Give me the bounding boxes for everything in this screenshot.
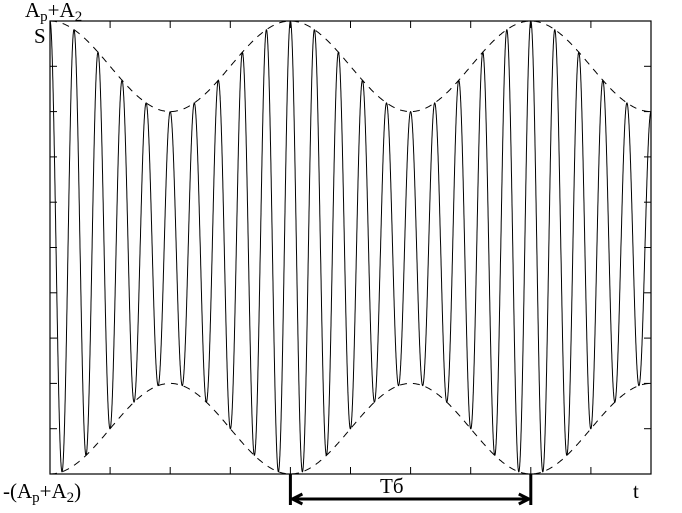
max-label-plus-a: +A xyxy=(47,0,75,22)
min-label-plus-a: +A xyxy=(39,479,67,503)
upper-envelope xyxy=(50,20,651,113)
y-axis-label: S xyxy=(34,24,46,48)
beat-signal xyxy=(49,20,652,473)
max-label-sub-p: p xyxy=(40,9,48,25)
min-label-sub-2: 2 xyxy=(66,490,75,506)
max-label-sub-2: 2 xyxy=(74,9,83,25)
min-label-close: ) xyxy=(74,479,82,503)
min-label-open: -(A xyxy=(3,479,33,503)
arrowhead-left-icon xyxy=(289,492,304,506)
x-axis-label: t xyxy=(633,479,639,503)
min-label-sub-p: p xyxy=(32,490,40,506)
arrowhead-right-icon xyxy=(518,492,533,506)
beat-period-marker xyxy=(288,474,533,506)
lower-envelope xyxy=(50,382,651,475)
min-amplitude-label: -(Ap+A2) xyxy=(3,479,82,506)
max-amplitude-label: Ap+A2 xyxy=(25,0,82,25)
max-label-a: A xyxy=(25,0,41,22)
beat-period-label: Tб xyxy=(380,474,404,498)
